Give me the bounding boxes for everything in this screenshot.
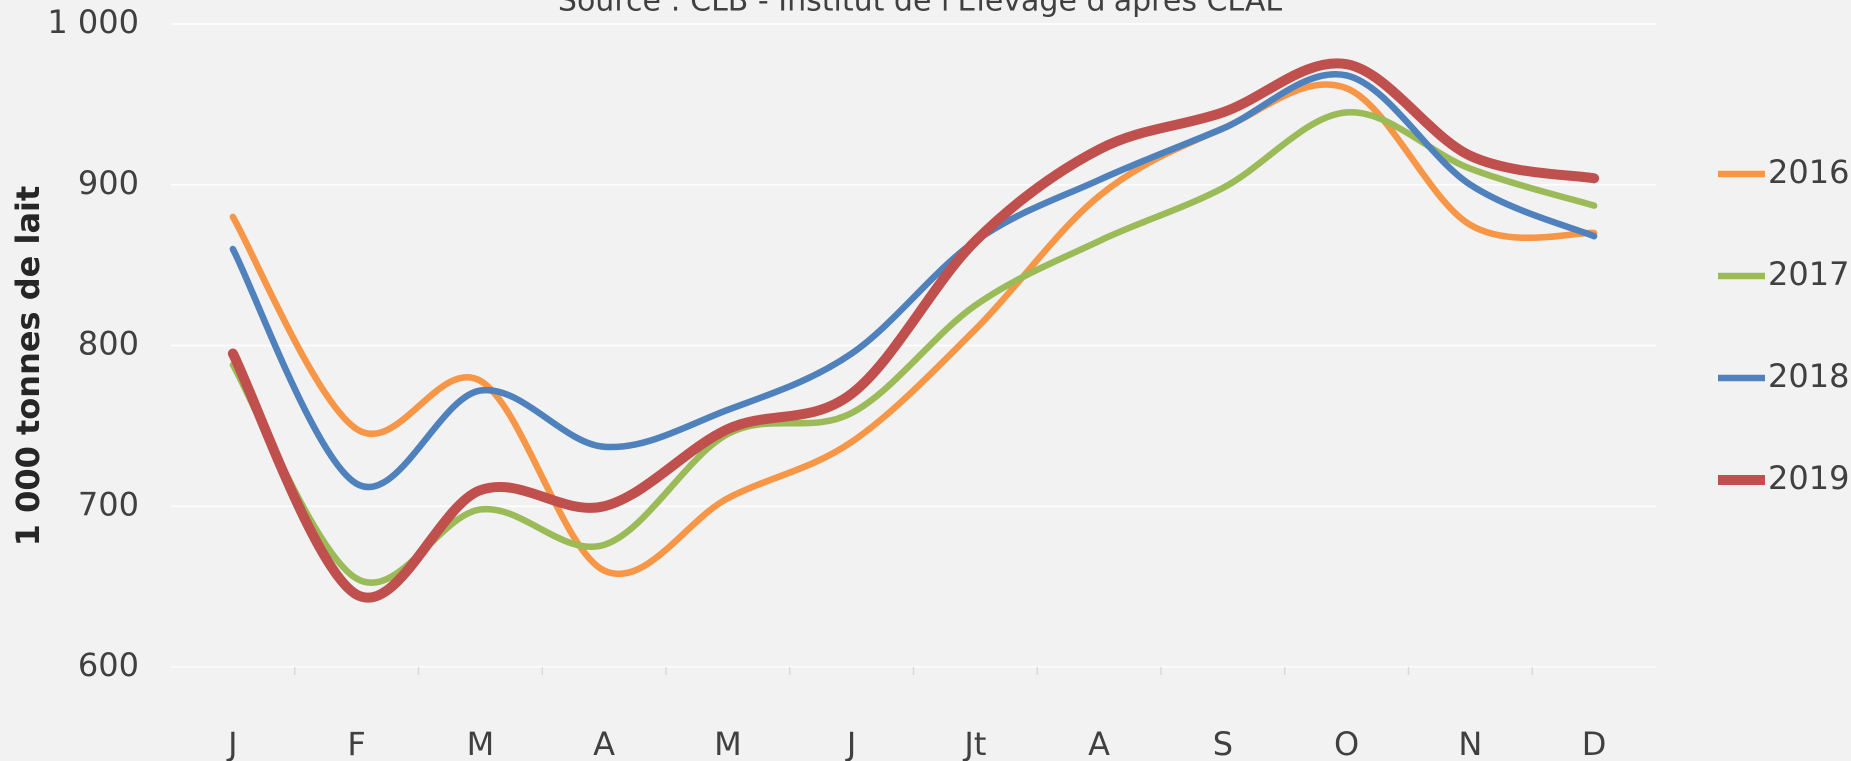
line-series [229,81,1598,578]
x-tick-label: O [1334,725,1359,761]
x-tick-label: J [226,725,237,761]
legend-label: 2017 [1768,255,1849,293]
x-tick-label: A [1088,725,1110,761]
x-tick-label: S [1213,725,1233,761]
y-tick-label: 900 [78,164,139,202]
legend-label: 2018 [1768,357,1849,395]
x-tick-label: Jt [962,725,986,761]
x-tick-label: M [467,725,495,761]
y-axis-label: 1 000 tonnes de lait [9,186,47,547]
x-tick-label: A [593,725,615,761]
y-tick-label: 700 [78,485,139,523]
legend-label: 2016 [1768,153,1849,191]
legend-label: 2019 [1768,459,1849,497]
x-tick-label: N [1458,725,1482,761]
line-series [227,58,1600,603]
x-tick-label: J [845,725,856,761]
line-series [229,70,1598,490]
y-tick-label: 800 [78,325,139,363]
y-tick-label: 1 000 [47,3,139,41]
y-tick-label: 600 [78,646,139,684]
x-tick-label: D [1582,725,1607,761]
x-tick-label: F [347,725,365,761]
chart-subtitle: Source : CLB - Institut de l'Elevage d'a… [558,0,1282,19]
x-tick-label: M [714,725,742,761]
